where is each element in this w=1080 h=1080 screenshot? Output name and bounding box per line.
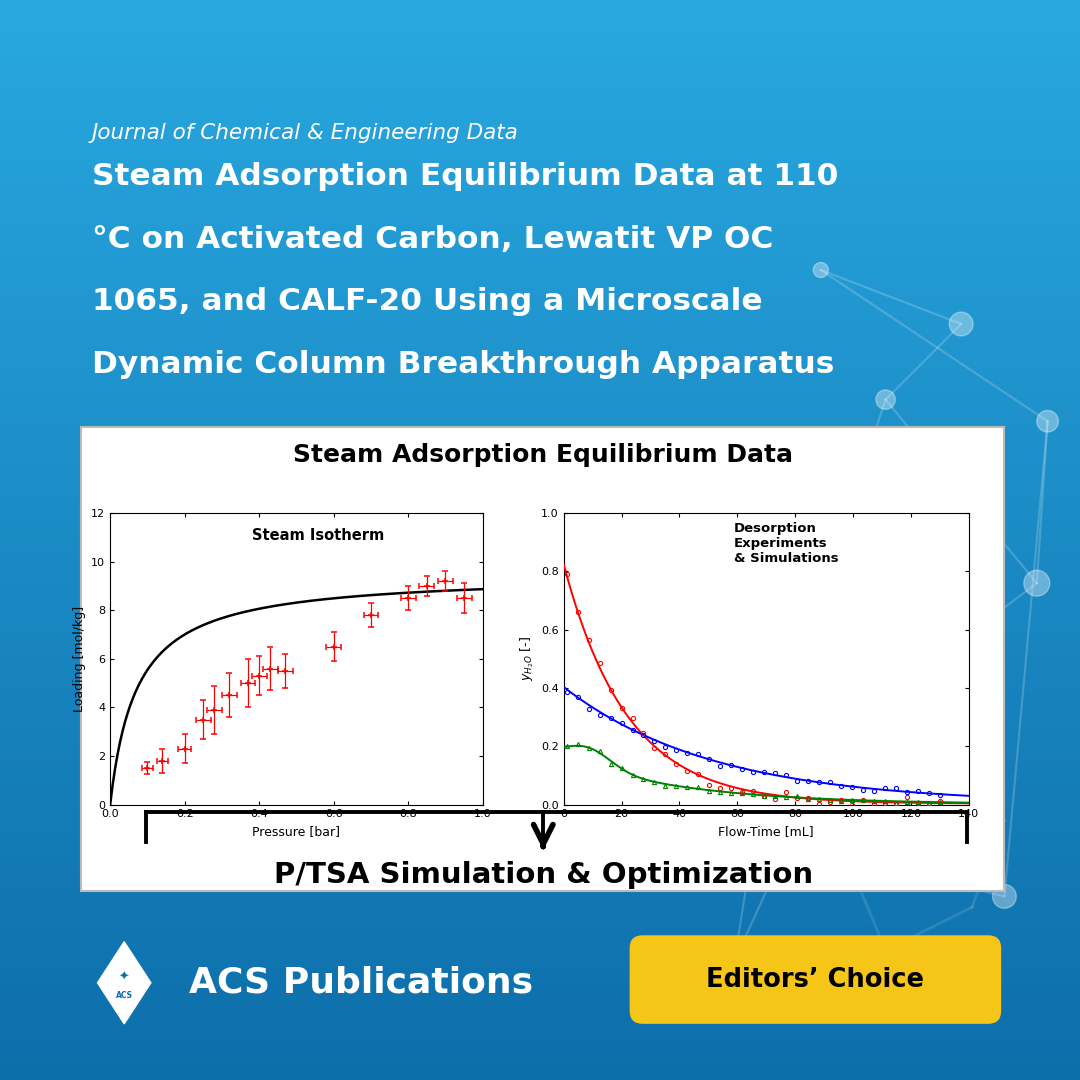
Circle shape — [949, 312, 973, 336]
Text: ACS Publications: ACS Publications — [189, 966, 534, 1000]
Text: Dynamic Column Breakthrough Apparatus: Dynamic Column Breakthrough Apparatus — [92, 350, 834, 379]
Text: ACS: ACS — [116, 991, 133, 1000]
X-axis label: Pressure [bar]: Pressure [bar] — [253, 825, 340, 838]
Y-axis label: Loading [mol/kg]: Loading [mol/kg] — [72, 606, 85, 712]
Circle shape — [1037, 410, 1058, 432]
Circle shape — [760, 750, 773, 762]
Circle shape — [693, 639, 711, 657]
Text: Steam Adsorption Equilibrium Data at 110: Steam Adsorption Equilibrium Data at 110 — [92, 162, 838, 191]
Text: P/TSA Simulation & Optimization: P/TSA Simulation & Optimization — [273, 861, 813, 889]
Text: Steam Adsorption Equilibrium Data: Steam Adsorption Equilibrium Data — [294, 443, 793, 467]
Text: °C on Activated Carbon, Lewatit VP OC: °C on Activated Carbon, Lewatit VP OC — [92, 225, 773, 254]
Circle shape — [813, 262, 828, 278]
Circle shape — [876, 390, 895, 409]
Text: Steam Isotherm: Steam Isotherm — [252, 528, 384, 542]
Y-axis label: $y_{H_2O}$ [-]: $y_{H_2O}$ [-] — [518, 636, 536, 681]
Text: 1065, and CALF-20 Using a Microscale: 1065, and CALF-20 Using a Microscale — [92, 287, 762, 316]
Text: Desorption
Experiments
& Simulations: Desorption Experiments & Simulations — [734, 522, 838, 565]
Text: Journal of Chemical & Engineering Data: Journal of Chemical & Engineering Data — [92, 122, 518, 143]
Circle shape — [725, 951, 744, 971]
Circle shape — [834, 521, 851, 538]
X-axis label: Flow-Time [mL]: Flow-Time [mL] — [718, 825, 814, 838]
Circle shape — [778, 832, 799, 853]
Circle shape — [1024, 570, 1050, 596]
Text: Editors’ Choice: Editors’ Choice — [706, 967, 924, 993]
Circle shape — [893, 666, 921, 694]
Text: ✦: ✦ — [119, 971, 130, 984]
Circle shape — [993, 885, 1016, 908]
